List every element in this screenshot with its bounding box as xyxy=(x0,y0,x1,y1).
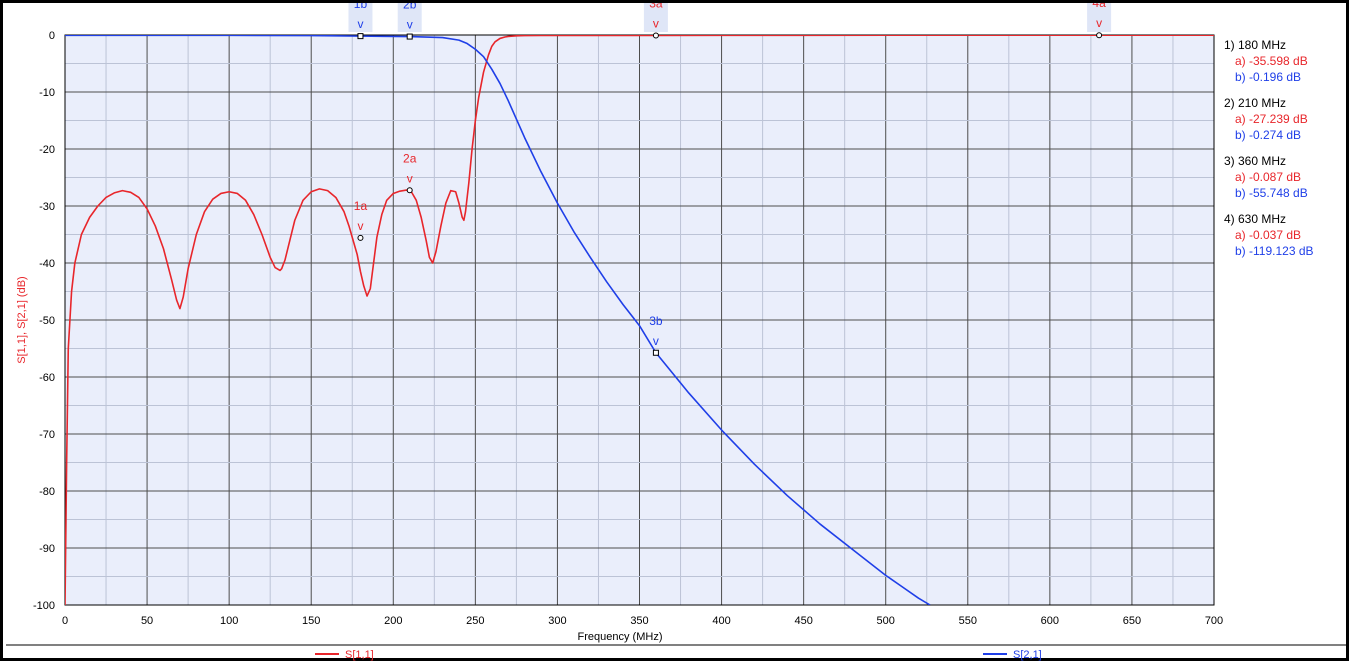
grid xyxy=(64,34,1215,606)
x-tick-label: 550 xyxy=(959,615,977,627)
y-tick-label: -20 xyxy=(39,144,55,156)
y-tick-label: -50 xyxy=(39,315,55,327)
x-tick-label: 400 xyxy=(712,615,730,627)
marker-tag-arrow: v xyxy=(407,18,413,32)
y-tick-labels: 0 -10 -20 -30 -40 -50 -60 -70 -80 -90 -100 xyxy=(33,30,55,612)
readout-a: a) -35.598 dB xyxy=(1235,54,1308,68)
marker-point xyxy=(406,33,413,40)
x-tick-label: 600 xyxy=(1041,615,1059,627)
marker-tag-text: 1a xyxy=(354,199,368,213)
readout-freq: 1) 180 MHz xyxy=(1224,38,1286,52)
y-axis-label: S[1,1], S[2,1] (dB) xyxy=(16,276,28,363)
marker-point xyxy=(1096,32,1103,39)
marker-tag-text: 3a xyxy=(649,3,663,10)
x-tick-label: 450 xyxy=(794,615,812,627)
x-tick-label: 300 xyxy=(548,615,566,627)
y-tick-label: -100 xyxy=(33,600,55,612)
marker-point xyxy=(652,349,659,356)
y-tick-label: -10 xyxy=(39,87,55,99)
marker-tag-text: 2b xyxy=(403,3,417,12)
legend-label: S[1,1] xyxy=(345,649,374,661)
readout-marker-1: 1) 180 MHz a) -35.598 dB b) -0.196 dB xyxy=(1224,38,1308,84)
marker-tag-arrow: v xyxy=(407,171,413,185)
legend-entry-S11: S[1,1] xyxy=(315,649,374,661)
legend: S[1,1] S[2,1] xyxy=(315,649,1042,661)
x-axis-label: Frequency (MHz) xyxy=(578,631,663,643)
x-tick-label: 150 xyxy=(302,615,320,627)
y-tick-label: -80 xyxy=(39,486,55,498)
readout-freq: 2) 210 MHz xyxy=(1224,96,1286,110)
readout-a: a) -0.087 dB xyxy=(1235,170,1301,184)
marker-point xyxy=(357,234,364,241)
readout-marker-4: 4) 630 MHz a) -0.037 dB b) -119.123 dB xyxy=(1224,212,1314,258)
y-tick-label: -40 xyxy=(39,258,55,270)
y-tick-label: -90 xyxy=(39,543,55,555)
marker-tag-text: 2a xyxy=(403,151,417,165)
marker-tag-text: 3b xyxy=(649,314,663,328)
readout-marker-3: 3) 360 MHz a) -0.087 dB b) -55.748 dB xyxy=(1224,154,1308,200)
x-tick-label: 100 xyxy=(220,615,238,627)
x-tick-label: 50 xyxy=(141,615,153,627)
readout-b: b) -119.123 dB xyxy=(1235,244,1314,258)
marker-tag-1a: 1a v xyxy=(354,199,368,241)
marker-tag-arrow: v xyxy=(1096,16,1102,30)
legend-label: S[2,1] xyxy=(1013,649,1042,661)
series-line-S21 xyxy=(65,35,931,605)
marker-tag-2a: 2a v xyxy=(403,151,417,194)
y-tick-label: -60 xyxy=(39,372,55,384)
marker-readout: 1) 180 MHz a) -35.598 dB b) -0.196 dB 2) 21… xyxy=(1224,38,1314,258)
readout-a: a) -0.037 dB xyxy=(1235,228,1301,242)
marker-tag-3a: 3a v xyxy=(643,3,668,39)
x-tick-label: 200 xyxy=(384,615,402,627)
marker-tag-bg xyxy=(643,3,668,32)
readout-freq: 4) 630 MHz xyxy=(1224,212,1286,226)
readout-b: b) -0.274 dB xyxy=(1235,128,1301,142)
marker-tag-2b: 2b v xyxy=(397,3,422,40)
readout-freq: 3) 360 MHz xyxy=(1224,154,1286,168)
marker-tag-bg xyxy=(1087,3,1112,32)
x-tick-label: 350 xyxy=(630,615,648,627)
x-tick-label: 650 xyxy=(1123,615,1141,627)
readout-a: a) -27.239 dB xyxy=(1235,112,1308,126)
marker-tag-arrow: v xyxy=(653,16,659,30)
marker-tag-bg xyxy=(397,3,422,32)
marker-point xyxy=(406,187,413,194)
marker-tag-arrow: v xyxy=(357,17,363,31)
marker-point xyxy=(357,33,364,40)
marker-tag-arrow: v xyxy=(653,334,659,348)
y-tick-label: -70 xyxy=(39,429,55,441)
marker-tag-bg xyxy=(348,3,373,32)
legend-entry-S21: S[2,1] xyxy=(983,649,1042,661)
marker-tag-text: 4a xyxy=(1092,3,1106,10)
marker-tag-arrow: v xyxy=(357,219,363,233)
marker-points: 1a v 2a v 3b v 1b v 2b v 3a v 4a v xyxy=(348,3,1112,356)
x-tick-label: 0 xyxy=(62,615,68,627)
y-tick-label: -30 xyxy=(39,201,55,213)
s-parameter-chart: 0 50 100 150 200 250 300 350 400 450 500 550 600 650 7… xyxy=(6,3,1349,661)
x-tick-label: 500 xyxy=(877,615,895,627)
marker-tag-4a: 4a v xyxy=(1087,3,1112,39)
readout-b: b) -55.748 dB xyxy=(1235,186,1308,200)
marker-tag-1b: 1b v xyxy=(348,3,373,40)
readout-b: b) -0.196 dB xyxy=(1235,70,1301,84)
x-tick-labels: 0 50 100 150 200 250 300 350 400 450 500 550 600 650 7… xyxy=(62,615,1223,627)
x-tick-label: 700 xyxy=(1205,615,1223,627)
marker-tag-text: 1b xyxy=(354,3,368,11)
marker-point xyxy=(652,32,659,39)
y-tick-label: 0 xyxy=(49,30,55,42)
marker-tag-3b: 3b v xyxy=(649,314,663,356)
series-lines xyxy=(65,35,1214,605)
readout-marker-2: 2) 210 MHz a) -27.239 dB b) -0.274 dB xyxy=(1224,96,1308,142)
series-line-S11 xyxy=(65,35,1214,605)
x-tick-label: 250 xyxy=(466,615,484,627)
